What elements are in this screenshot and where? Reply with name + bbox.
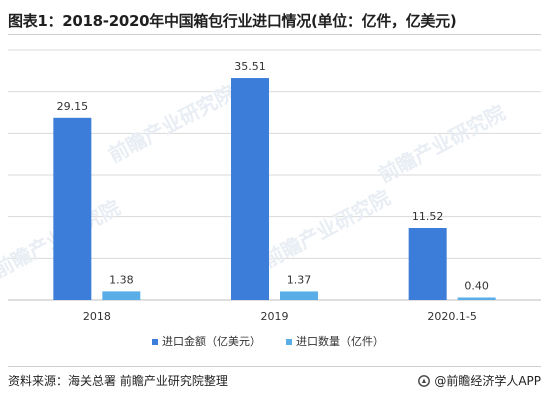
legend: 进口金额（亿美元） 进口数量（亿件） <box>152 334 384 348</box>
bar-quantity-2019 <box>280 291 318 300</box>
x-tick-label: 2019 <box>261 310 289 323</box>
bars <box>53 78 496 300</box>
brand-logo-icon <box>418 374 431 387</box>
bar-data-label: 35.51 <box>234 60 266 73</box>
source-note: 资料来源：海关总署 前瞻产业研究院整理 <box>8 374 228 388</box>
bar-data-label: 11.52 <box>412 210 444 223</box>
chart-title: 图表1：2018-2020年中国箱包行业进口情况(单位：亿件，亿美元) <box>8 12 457 30</box>
brand-credit: @前瞻经济学人APP <box>418 372 541 389</box>
legend-swatch <box>286 339 292 345</box>
footer: 资料来源：海关总署 前瞻产业研究院整理 @前瞻经济学人APP <box>8 372 541 389</box>
x-tick-label: 2018 <box>83 310 111 323</box>
bar-value-2018 <box>53 117 92 300</box>
watermark-text: 前瞻产业研究院 <box>104 80 239 167</box>
data-labels: 29.15 1.38 35.51 1.37 11.52 0.40 <box>57 60 489 292</box>
bar-data-label: 0.40 <box>464 280 489 293</box>
bar-data-label: 29.15 <box>57 100 89 113</box>
watermark-text: 前瞻产业研究院 <box>374 100 509 187</box>
title-divider <box>8 34 541 35</box>
bar-data-label: 1.38 <box>109 273 134 286</box>
bar-data-label: 1.37 <box>287 273 312 286</box>
brand-label: @前瞻经济学人APP <box>434 374 541 388</box>
bar-value-2019 <box>231 78 269 300</box>
x-tick-label: 2020.1-5 <box>427 310 476 323</box>
bar-value-2020.1-5 <box>408 228 447 300</box>
legend-label: 进口数量（亿件） <box>296 335 384 348</box>
footer-divider <box>8 366 541 367</box>
legend-label: 进口金额（亿美元） <box>162 334 261 348</box>
bar-quantity-2018 <box>102 291 141 300</box>
bar-quantity-2020.1-5 <box>457 297 496 300</box>
x-axis-ticks: 2018 2019 2020.1-5 <box>83 310 477 323</box>
gridlines <box>8 49 541 301</box>
legend-swatch <box>152 339 158 345</box>
watermark-text: 前瞻产业研究院 <box>259 185 394 272</box>
